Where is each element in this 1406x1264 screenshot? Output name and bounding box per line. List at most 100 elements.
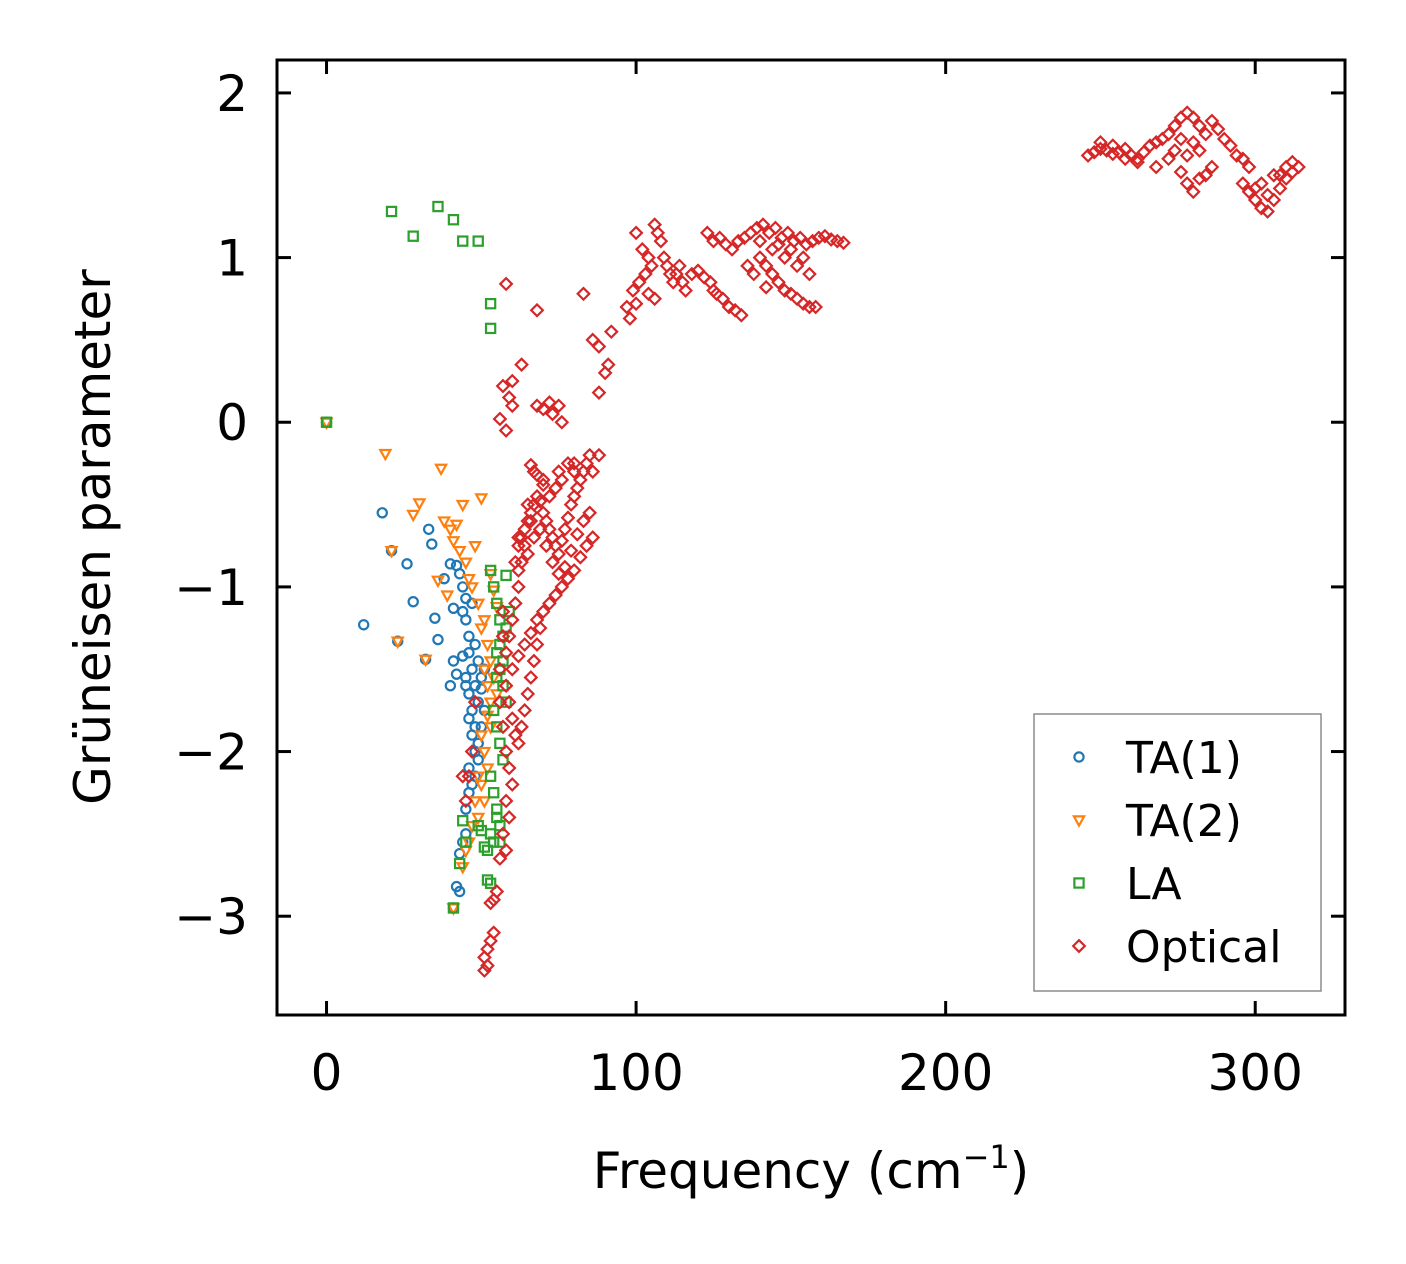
point-la <box>472 819 484 832</box>
point-optical <box>582 505 598 521</box>
legend-label-ta-1: TA(1) <box>1125 733 1242 784</box>
point-ta-2 <box>446 536 461 549</box>
point-optical <box>836 235 851 251</box>
point-optical <box>795 250 811 265</box>
legend-label-la: LA <box>1126 859 1182 910</box>
point-optical <box>529 398 545 414</box>
point-optical <box>1241 184 1257 200</box>
x-tick-label: 300 <box>1208 1044 1303 1102</box>
point-ta-1 <box>450 668 463 680</box>
point-ta-2 <box>434 463 449 477</box>
legend-label-ta-2: TA(2) <box>1125 796 1242 847</box>
point-ta-1 <box>376 507 388 519</box>
point-optical <box>1247 181 1263 196</box>
point-ta-2 <box>378 448 393 462</box>
point-ta-2 <box>384 545 399 559</box>
point-optical <box>771 237 786 252</box>
point-optical <box>805 233 820 249</box>
point-optical <box>764 266 780 282</box>
point-optical <box>585 530 601 545</box>
point-optical <box>511 530 526 545</box>
point-ta-1 <box>357 619 370 631</box>
point-optical <box>628 296 644 312</box>
point-optical <box>1161 126 1176 142</box>
point-optical <box>758 258 774 274</box>
point-optical <box>634 241 650 257</box>
point-ta-1 <box>444 679 457 692</box>
point-la <box>487 581 500 593</box>
point-optical <box>799 237 814 252</box>
point-la <box>497 679 509 692</box>
point-optical <box>721 299 737 315</box>
point-optical <box>529 302 545 318</box>
y-tick-label: 2 <box>216 65 248 123</box>
point-optical <box>480 958 495 973</box>
point-optical <box>752 250 768 265</box>
point-la <box>385 205 398 218</box>
point-ta-1 <box>457 581 469 593</box>
point-la <box>500 569 512 582</box>
point-optical <box>520 686 536 702</box>
series-optical <box>455 105 1306 978</box>
point-ta-2 <box>477 796 492 809</box>
point-la <box>491 811 503 824</box>
point-optical <box>1260 204 1275 219</box>
point-ta-1 <box>460 614 472 626</box>
point-optical <box>569 526 585 542</box>
point-ta-1 <box>457 650 469 662</box>
point-optical <box>1272 181 1288 196</box>
point-optical <box>1173 164 1189 180</box>
point-optical <box>1185 184 1201 200</box>
point-la <box>457 235 469 247</box>
point-optical <box>492 694 508 710</box>
point-optical <box>1254 200 1269 216</box>
point-la <box>447 902 460 914</box>
point-la <box>484 322 497 335</box>
point-optical <box>597 365 613 381</box>
point-optical <box>622 311 638 326</box>
point-optical <box>517 703 533 718</box>
point-optical <box>740 258 755 274</box>
point-optical <box>730 233 746 249</box>
legend-marker-ta-1 <box>1073 751 1085 763</box>
point-la <box>407 230 419 242</box>
point-ta-1 <box>453 568 466 580</box>
legend-label-optical: Optical <box>1126 922 1281 973</box>
point-la <box>457 815 469 827</box>
point-optical <box>542 488 557 504</box>
point-optical <box>1198 167 1214 183</box>
point-ta-2 <box>483 697 498 711</box>
legend-marker-la <box>1073 877 1085 889</box>
point-ta-2 <box>480 639 495 653</box>
point-ta-1 <box>463 630 475 642</box>
point-optical <box>529 637 545 652</box>
point-la <box>481 844 494 857</box>
point-optical <box>504 373 520 389</box>
point-ta-2 <box>483 656 498 669</box>
point-optical <box>591 385 607 400</box>
point-optical <box>1272 167 1288 183</box>
point-optical <box>1210 121 1226 137</box>
point-optical <box>783 241 799 257</box>
point-optical <box>566 464 582 479</box>
point-ta-1 <box>401 558 413 570</box>
point-optical <box>560 510 576 526</box>
point-optical <box>585 464 601 479</box>
point-ta-2 <box>480 710 495 724</box>
point-ta-1 <box>447 602 460 615</box>
point-la <box>460 836 472 848</box>
point-ta-2 <box>418 654 433 668</box>
point-optical <box>817 228 833 244</box>
point-optical <box>1260 187 1275 203</box>
point-optical <box>811 230 827 246</box>
point-ta-2 <box>471 771 486 785</box>
point-ta-1 <box>453 885 466 898</box>
point-optical <box>1148 134 1164 150</box>
point-optical <box>563 543 579 559</box>
legend: TA(1) TA(2) LA Optical <box>1033 713 1322 992</box>
point-ta-2 <box>412 498 427 511</box>
point-ta-1 <box>432 633 444 646</box>
point-optical <box>576 286 591 302</box>
point-optical <box>492 661 508 677</box>
point-optical <box>477 963 492 978</box>
